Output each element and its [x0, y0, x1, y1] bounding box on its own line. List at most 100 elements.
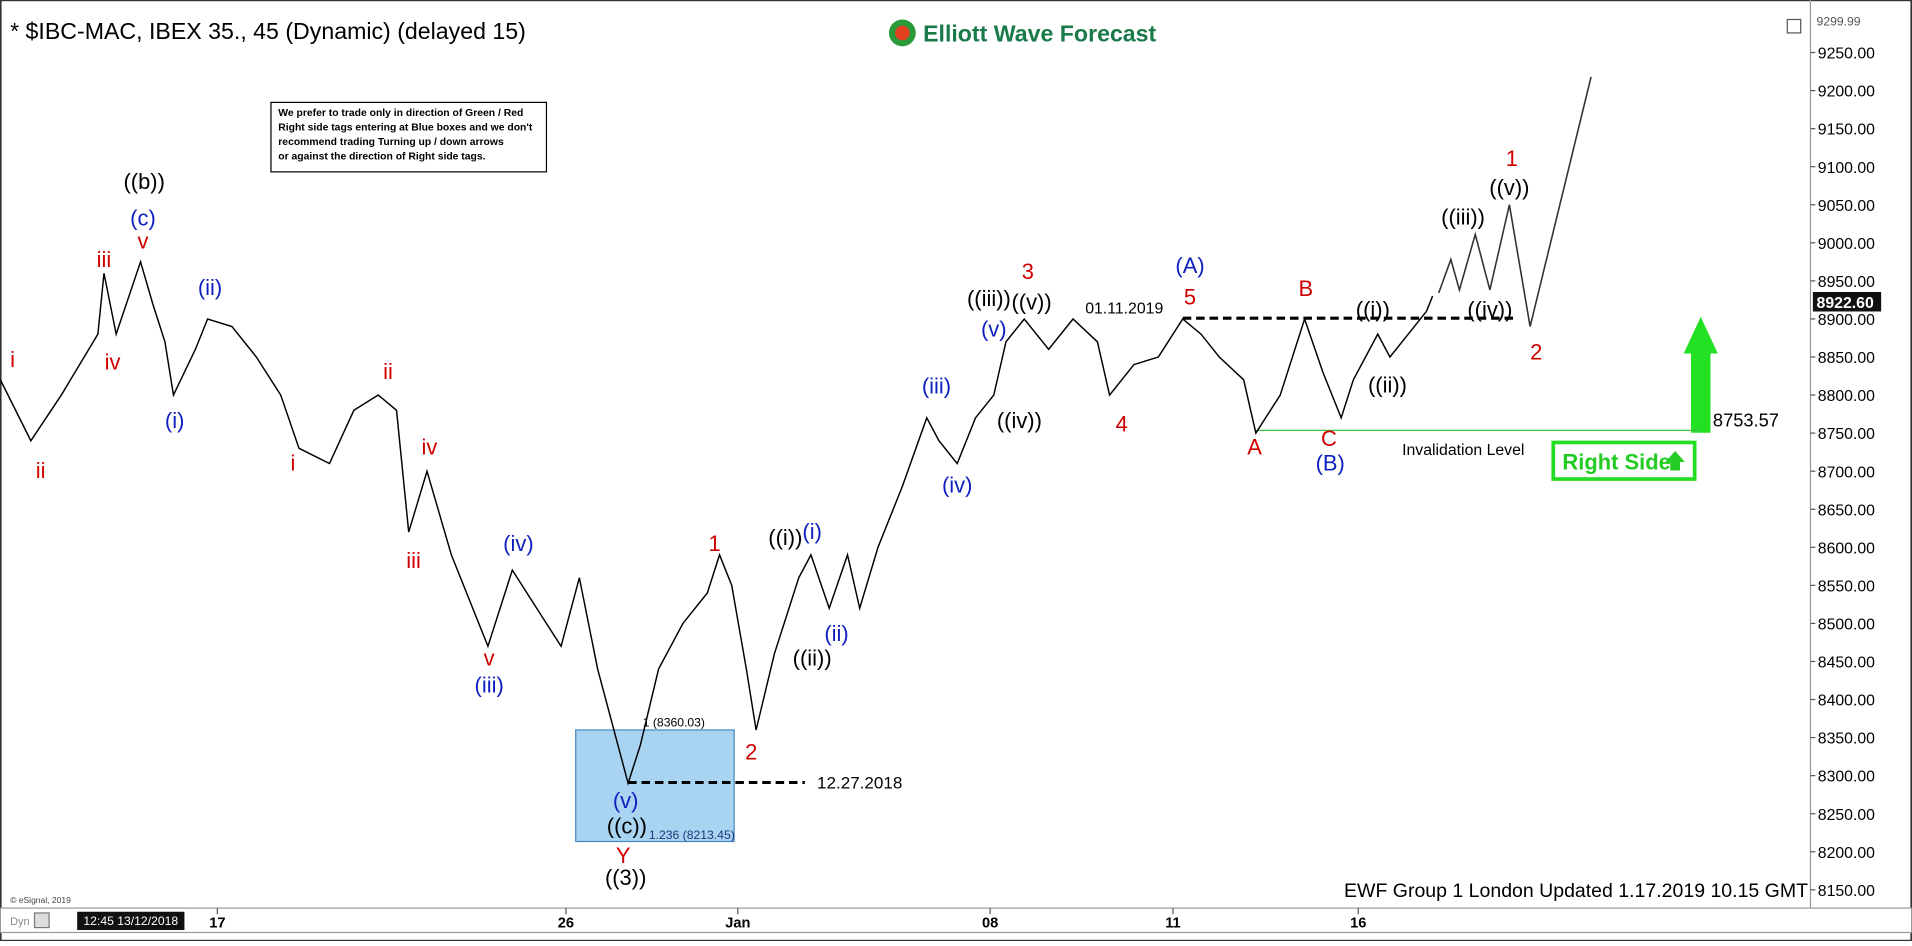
- wave-label: (c): [130, 205, 156, 230]
- footer-update: EWF Group 1 London Updated 1.17.2019 10.…: [1344, 880, 1808, 902]
- y-tick-label: 9050.00: [1818, 198, 1875, 215]
- wave-label: (B): [1316, 451, 1345, 476]
- note-line: We prefer to trade only in direction of …: [278, 108, 523, 119]
- y-tick-label: 8550.00: [1818, 578, 1875, 595]
- wave-label: (i): [802, 519, 822, 544]
- x-tick-label: 26: [558, 916, 574, 932]
- wave-label: ((ii)): [1368, 372, 1407, 397]
- wave-label: iv: [422, 435, 438, 460]
- wave-label: (iv): [503, 531, 533, 556]
- projection-path: [1437, 76, 1592, 327]
- right-side-label: Right Side: [1562, 449, 1670, 474]
- wave-label: ((c)): [607, 814, 647, 839]
- wave-label: ((iii)): [1441, 204, 1485, 229]
- wave-label: 5: [1184, 285, 1196, 310]
- wave-label: ((iv)): [1467, 297, 1512, 322]
- wave-label: ((i)): [768, 525, 802, 550]
- wave-label: ((i)): [1356, 297, 1390, 322]
- note-line: or against the direction of Right side t…: [278, 152, 485, 163]
- y-tick-label: 8250.00: [1818, 807, 1875, 824]
- level-label: 12.27.2018: [817, 774, 902, 793]
- wave-label: ii: [383, 359, 393, 384]
- last-price-box: [1812, 291, 1882, 312]
- wave-label: 1: [1506, 146, 1518, 171]
- wave-label: ((v)): [1489, 175, 1529, 200]
- y-top-label: 9299.99: [1817, 15, 1861, 29]
- wave-label: 3: [1022, 259, 1034, 284]
- last-price-label: 8922.60: [1817, 295, 1874, 312]
- chart-title: * $IBC-MAC, IBEX 35., 45 (Dynamic) (dela…: [10, 18, 526, 44]
- wave-label: ((v)): [1011, 290, 1051, 315]
- y-tick-label: 9200.00: [1818, 84, 1875, 101]
- wave-label: 2: [745, 739, 757, 764]
- wave-label: ((iv)): [997, 408, 1042, 433]
- y-tick-label: 9000.00: [1818, 236, 1875, 253]
- logo: Elliott Wave Forecast: [888, 19, 1157, 46]
- wave-label: (v): [613, 788, 639, 813]
- y-tick-label: 8400.00: [1818, 693, 1875, 710]
- y-tick-label: 8150.00: [1818, 883, 1875, 900]
- level-label: 8753.57: [1713, 410, 1779, 431]
- y-tick-label: 9150.00: [1818, 122, 1875, 139]
- window-button[interactable]: [1786, 18, 1802, 34]
- invalidation-label: Invalidation Level: [1402, 442, 1524, 459]
- wave-label: iii: [97, 247, 112, 272]
- wave-label: A: [1247, 435, 1262, 460]
- x-tick-label: 17: [209, 916, 225, 932]
- wave-label: 1: [709, 531, 721, 556]
- wave-label: ii: [36, 458, 46, 483]
- wave-label: B: [1299, 276, 1314, 301]
- tag-arrow: [1665, 450, 1685, 471]
- wave-label: (iii): [475, 672, 504, 697]
- y-tick-label: 8500.00: [1818, 617, 1875, 634]
- x-tick-label: 08: [982, 916, 998, 932]
- wave-label: (ii): [198, 275, 222, 300]
- y-tick-label: 8450.00: [1818, 655, 1875, 672]
- mode-button[interactable]: [33, 912, 50, 929]
- wave-label: v: [138, 229, 149, 254]
- y-tick-label: 9100.00: [1818, 160, 1875, 177]
- wave-label: ((b)): [123, 169, 164, 194]
- wave-label: ((iii)): [967, 286, 1011, 311]
- box-bottom-label: 1.236 (8213.45): [649, 828, 735, 842]
- level-label: 01.11.2019: [1085, 300, 1163, 317]
- note-frame: [270, 101, 548, 173]
- wave-label: (v): [981, 316, 1007, 341]
- y-tick-label: 8650.00: [1818, 502, 1875, 519]
- up-arrow: [1683, 316, 1718, 433]
- wave-label: (i): [165, 408, 185, 433]
- x-tick-label: 11: [1165, 916, 1180, 932]
- note-box: We prefer to trade only in direction of …: [270, 101, 548, 173]
- timestamp-box: [77, 911, 185, 931]
- x-tick-label: Jan: [725, 916, 750, 932]
- y-tick-label: 8200.00: [1818, 845, 1875, 862]
- y-tick-label: 8300.00: [1818, 769, 1875, 786]
- note-line: Right side tags entering at Blue boxes a…: [278, 122, 533, 133]
- wave-label: (iv): [942, 472, 972, 497]
- wave-label: 2: [1530, 340, 1542, 365]
- wave-label: (ii): [824, 621, 848, 646]
- y-tick-label: 8600.00: [1818, 540, 1875, 557]
- mode: Dyn: [10, 916, 30, 928]
- note-line: recommend trading Turning up / down arro…: [278, 137, 504, 148]
- y-tick-label: 8900.00: [1818, 312, 1875, 329]
- wave-label: 4: [1116, 411, 1128, 436]
- wave-label: i: [10, 347, 15, 372]
- box-top-label: 1 (8360.03): [643, 715, 705, 729]
- wave-label: v: [484, 646, 495, 671]
- y-tick-label: 9250.00: [1818, 46, 1875, 63]
- wave-label: ((3)): [605, 865, 646, 890]
- x-axis-bar: [0, 907, 1912, 934]
- logo-text: Elliott Wave Forecast: [923, 20, 1156, 46]
- y-tick-label: 8950.00: [1818, 274, 1875, 291]
- y-tick-label: 8700.00: [1818, 464, 1875, 481]
- wave-label: C: [1321, 426, 1337, 451]
- timestamp: 12:45 13/12/2018: [83, 914, 178, 928]
- price-path: [0, 259, 1434, 786]
- wave-label: iii: [406, 548, 421, 573]
- y-tick-label: 8750.00: [1818, 426, 1875, 443]
- wave-label: (A): [1175, 253, 1204, 278]
- copyright: © eSignal, 2019: [10, 895, 71, 905]
